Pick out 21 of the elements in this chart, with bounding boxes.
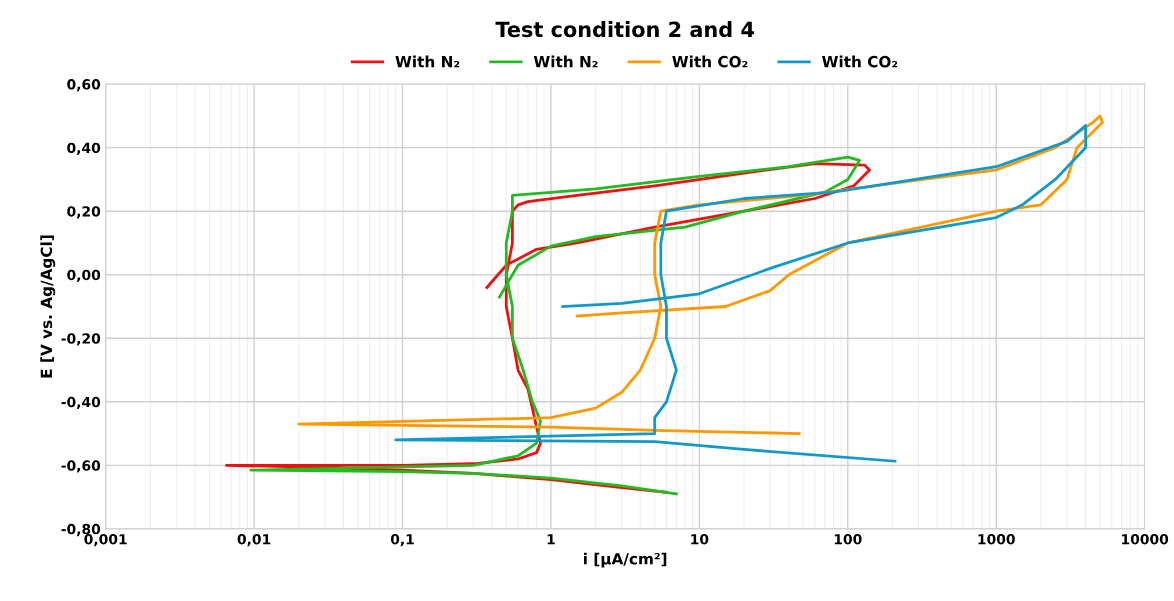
legend-label: With CO₂ — [822, 55, 898, 68]
y-tick-label: -0,20 — [61, 333, 101, 346]
x-tick-label: 0,01 — [237, 533, 271, 547]
x-axis-title: i [µA/cm²] — [584, 552, 667, 568]
chart-title: Test condition 2 and 4 — [495, 21, 754, 38]
x-tick-label: 10 — [691, 533, 709, 545]
x-tick-label: 1000 — [978, 533, 1015, 545]
y-tick-label: 0,00 — [67, 269, 101, 282]
x-tick-label: 0,1 — [390, 533, 414, 547]
legend-label: With N₂ — [533, 55, 598, 68]
y-tick-label: 0,60 — [67, 79, 101, 92]
legend-label: With N₂ — [395, 55, 460, 68]
x-tick-label: 100 — [834, 533, 862, 545]
y-tick-label: 0,20 — [67, 206, 101, 219]
legend-label: With CO₂ — [672, 55, 748, 68]
y-tick-label: -0,60 — [61, 460, 101, 473]
y-axis-title: E [V vs. Ag/AgCl] — [40, 235, 56, 378]
x-tick-label: 1 — [547, 534, 555, 545]
y-tick-label: 0,40 — [67, 142, 101, 155]
y-tick-label: -0,40 — [61, 396, 101, 410]
x-tick-label: 10000 — [1122, 533, 1169, 545]
